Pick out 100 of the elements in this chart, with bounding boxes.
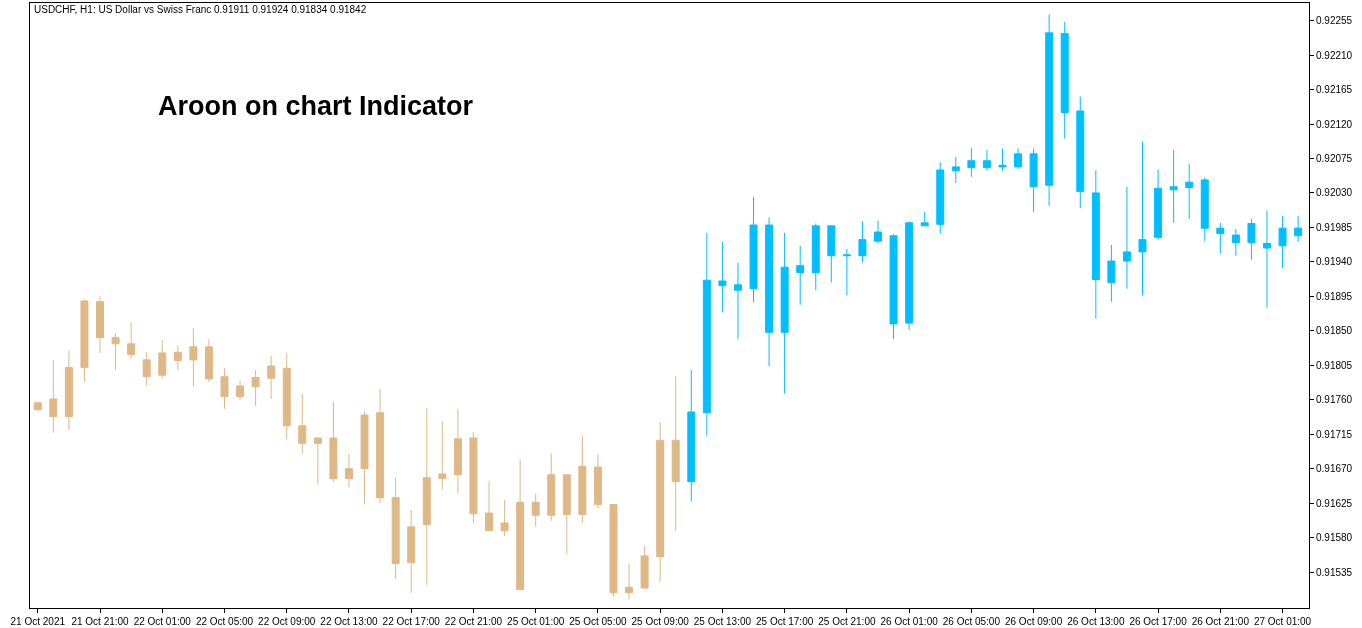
x-tick-label: 27 Oct 01:00: [1253, 616, 1312, 627]
x-tick-label: 26 Oct 21:00: [1191, 616, 1250, 627]
x-tick-label: 22 Oct 09:00: [258, 616, 316, 627]
y-tick-label: 0.91625: [1316, 497, 1353, 509]
x-tick-label: 26 Oct 01:00: [880, 616, 939, 627]
candlestick: [173, 344, 182, 371]
candlestick: [1154, 168, 1163, 241]
candlestick: [827, 225, 836, 284]
candlestick: [733, 262, 742, 340]
candlestick: [220, 367, 229, 410]
y-tick-label: 0.92120: [1316, 118, 1353, 130]
y-tick-label: 0.91535: [1316, 566, 1353, 578]
candlestick: [920, 211, 929, 227]
candlestick: [267, 355, 276, 400]
candlestick: [500, 499, 509, 537]
y-tick-label: 0.91580: [1316, 532, 1353, 544]
candlestick: [1185, 163, 1194, 220]
candlestick: [313, 437, 322, 486]
candlestick: [1231, 228, 1240, 257]
candlestick: [625, 563, 634, 601]
candlestick: [469, 431, 478, 524]
x-tick-label: 21 Oct 2021: [10, 616, 66, 627]
x-tick-label: 25 Oct 09:00: [631, 616, 690, 627]
x-tick-label: 22 Oct 17:00: [382, 616, 441, 627]
x-tick-label: 25 Oct 21:00: [818, 616, 876, 627]
candlestick: [485, 480, 493, 532]
candlestick: [344, 453, 353, 488]
candlestick: [998, 148, 1007, 172]
candlestick: [438, 420, 447, 490]
candlestick: [1278, 215, 1287, 269]
candlestick: [687, 369, 696, 503]
candlestick: [64, 350, 73, 431]
candlestick: [1169, 149, 1178, 224]
candlestick: [49, 359, 58, 434]
candlestick: [516, 458, 525, 591]
candlestick: [842, 248, 851, 297]
candlestick: [905, 220, 914, 331]
candlestick: [547, 452, 556, 522]
candlestick: [1107, 244, 1116, 303]
candlestick: [780, 232, 789, 395]
y-tick-label: 0.92075: [1316, 152, 1353, 164]
candlestick: [127, 321, 136, 359]
candlestick: [204, 338, 213, 383]
y-tick-label: 0.92030: [1316, 187, 1353, 199]
candlestick: [1029, 148, 1038, 213]
candlestick: [1247, 218, 1256, 261]
x-tick-label: 26 Oct 13:00: [1067, 616, 1125, 627]
x-tick-label: 22 Oct 13:00: [320, 616, 379, 627]
candlestick: [1294, 215, 1303, 243]
x-tick-label: 26 Oct 05:00: [942, 616, 1001, 627]
candlestick: [889, 233, 898, 340]
candlestick: [360, 411, 369, 506]
candlestick: [702, 232, 711, 437]
candlestick: [609, 504, 618, 598]
candlestick: [1060, 21, 1069, 140]
y-tick-label: 0.91895: [1316, 290, 1353, 302]
candlestick: [1263, 210, 1271, 309]
candlestick: [407, 509, 416, 594]
candlestick: [80, 298, 89, 382]
x-tick-label: 21 Oct 21:00: [71, 616, 130, 627]
x-tick-label: 25 Oct 01:00: [507, 616, 565, 627]
x-tick-label: 22 Oct 01:00: [133, 616, 192, 627]
candlestick: [765, 216, 774, 367]
chart-title: USDCHF, H1: US Dollar vs Swiss Franc 0.91911 0.91924 0.91834 0.91842: [34, 4, 367, 15]
candlestick: [1216, 222, 1225, 254]
candlestick: [111, 332, 120, 371]
x-tick-label: 25 Oct 17:00: [756, 616, 814, 627]
y-tick-label: 0.91805: [1316, 359, 1353, 371]
x-tick-label: 25 Oct 05:00: [569, 616, 627, 627]
y-tick-label: 0.92210: [1316, 49, 1353, 61]
candlestick: [1091, 169, 1100, 320]
candlestick: [329, 401, 338, 483]
candlestick: [749, 196, 758, 303]
y-tick-label: 0.91715: [1316, 428, 1353, 440]
candlestick: [1122, 186, 1131, 290]
candlestick: [967, 147, 976, 178]
y-tick-label: 0.91850: [1316, 325, 1353, 337]
text: Aroon on chart Indicator: [158, 91, 474, 121]
x-tick-label: 26 Oct 09:00: [1004, 616, 1063, 627]
candlestick: [796, 245, 805, 306]
candlestick: [1076, 95, 1085, 209]
y-tick-label: 0.91670: [1316, 463, 1353, 475]
candlestick: [811, 223, 820, 291]
candlestick: [96, 295, 104, 354]
candlestick: [671, 375, 680, 532]
x-tick-label: 22 Oct 05:00: [195, 616, 254, 627]
candlestick: [718, 241, 727, 313]
candlestick: [640, 545, 649, 589]
candlestick: [1200, 177, 1209, 242]
candlestick: [1045, 13, 1054, 207]
candlestick: [391, 477, 400, 580]
candlestick: [1138, 141, 1147, 297]
candlestick: [593, 453, 602, 509]
candlestick: [982, 149, 991, 172]
candlestick: [376, 388, 385, 504]
candlestick: [282, 352, 291, 441]
y-tick-label: 0.91760: [1316, 394, 1353, 406]
y-tick-label: 0.91940: [1316, 256, 1353, 268]
candlestick: [874, 219, 882, 244]
candlestick: [1014, 148, 1023, 170]
